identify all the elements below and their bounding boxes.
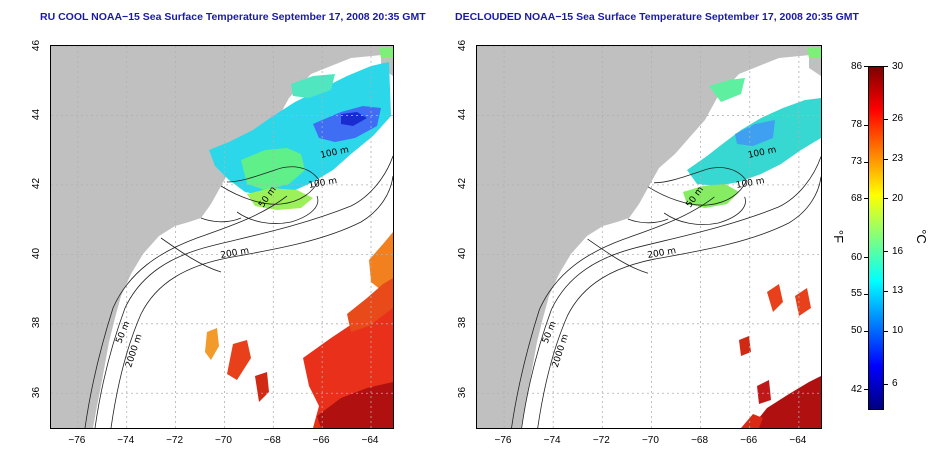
- colorbar-tick: [864, 330, 868, 332]
- longitude-tick-label: −68: [263, 435, 281, 446]
- contour-label: 200 m: [647, 246, 677, 261]
- fahrenheit-tick-label: 86: [851, 60, 863, 72]
- latitude-tick-label: 42: [456, 178, 468, 190]
- right-sst-map: 100 m 100 m 50 m 200 m 50 m 2000 m: [476, 45, 822, 429]
- fahrenheit-tick-label: 55: [851, 288, 863, 300]
- celsius-tick-label: 23: [892, 153, 904, 165]
- land-mass: [51, 46, 393, 428]
- latitude-tick-label: 42: [30, 178, 42, 190]
- celsius-tick-label: 6: [892, 378, 898, 390]
- colorbar-tick: [864, 66, 868, 67]
- longitude-tick-label: −76: [68, 435, 86, 446]
- latitude-tick-label: 36: [30, 386, 42, 398]
- latitude-tick-label: 44: [30, 108, 42, 121]
- fahrenheit-tick-label: 50: [851, 325, 863, 337]
- sst-cool-region: [209, 48, 393, 210]
- land-mass: [477, 46, 821, 428]
- colorbar-tick: [864, 257, 868, 259]
- fahrenheit-tick-label: 78: [851, 119, 863, 131]
- depth-contour-line: [627, 218, 669, 224]
- left-sst-map: 100 m 100 m 50 m 200 m 50 m 2000 m: [50, 45, 394, 429]
- longitude-tick-label: −74: [543, 435, 561, 446]
- colorbar-tick: [884, 330, 888, 332]
- contour-label: 200 m: [220, 246, 250, 261]
- latitude-tick-label: 36: [456, 386, 468, 398]
- bathymetry-contours: [84, 155, 393, 428]
- colorbar-tick: [884, 158, 888, 160]
- celsius-tick-label: 10: [892, 325, 904, 337]
- longitude-tick-label: −74: [117, 435, 135, 446]
- longitude-tick-label: −70: [641, 435, 659, 446]
- longitude-tick-label: −72: [592, 435, 610, 446]
- left-map-title: RU COOL NOAA−15 Sea Surface Temperature …: [40, 11, 426, 23]
- colorbar-tick: [884, 66, 888, 67]
- contour-label: 100 m: [735, 176, 765, 191]
- longitude-tick-label: −72: [166, 435, 184, 446]
- depth-contour-line: [84, 195, 288, 428]
- celsius-tick-label: 30: [892, 60, 904, 72]
- colorbar-tick: [864, 124, 868, 126]
- colorbar-tick: [884, 118, 888, 120]
- depth-contour-line: [94, 155, 393, 428]
- sst-warm-region: [205, 232, 393, 428]
- colorbar-tick: [884, 383, 888, 385]
- temperature-colorbar: [868, 66, 884, 410]
- fahrenheit-tick-label: 42: [851, 383, 863, 395]
- fahrenheit-tick-label: 60: [851, 251, 863, 263]
- land-mass: [809, 54, 821, 76]
- depth-contour-line: [663, 196, 746, 225]
- depth-contour-line: [521, 156, 821, 428]
- sst-cool-region: [683, 48, 821, 208]
- depth-contour-line: [537, 176, 821, 428]
- right-map-title: DECLOUDED NOAA−15 Sea Surface Temperatur…: [455, 11, 859, 23]
- depth-contour-line: [511, 196, 715, 428]
- fahrenheit-tick-label: 73: [851, 156, 863, 168]
- fahrenheit-unit-label: °F: [830, 229, 846, 243]
- latitude-tick-label: 40: [30, 247, 42, 259]
- celsius-tick-label: 20: [892, 192, 904, 204]
- celsius-tick-label: 16: [892, 245, 904, 257]
- graticule: [477, 46, 821, 428]
- longitude-tick-label: −76: [494, 435, 512, 446]
- celsius-tick-label: 13: [892, 285, 904, 297]
- depth-contour-line: [110, 175, 393, 428]
- longitude-tick-label: −66: [740, 435, 758, 446]
- colorbar-tick: [884, 290, 888, 292]
- sst-warm-region: [739, 284, 821, 428]
- latitude-tick-label: 46: [30, 39, 42, 51]
- depth-contour-line: [647, 167, 748, 206]
- colorbar-tick: [884, 198, 888, 200]
- latitude-tick-label: 44: [456, 108, 468, 121]
- colorbar-tick: [864, 389, 868, 391]
- longitude-tick-label: −70: [214, 435, 232, 446]
- contour-label: 2000 m: [551, 333, 571, 369]
- latitude-tick-label: 46: [456, 39, 468, 51]
- colorbar-tick: [864, 293, 868, 295]
- bathymetry-contours: [511, 156, 821, 428]
- longitude-tick-label: −64: [789, 435, 807, 446]
- celsius-unit-label: °C: [913, 228, 929, 244]
- colorbar-tick: [864, 198, 868, 200]
- depth-contour-line: [236, 195, 319, 224]
- depth-contour-line: [220, 166, 320, 205]
- latitude-tick-label: 40: [456, 247, 468, 259]
- longitude-tick-label: −68: [691, 435, 709, 446]
- colorbar-tick: [884, 251, 888, 253]
- fahrenheit-tick-label: 68: [851, 192, 863, 204]
- depth-contour-line: [587, 238, 649, 274]
- longitude-tick-label: −64: [361, 435, 379, 446]
- contour-label: 100 m: [308, 176, 338, 191]
- depth-contour-line: [160, 237, 222, 273]
- latitude-tick-label: 38: [30, 317, 42, 329]
- longitude-tick-label: −66: [312, 435, 330, 446]
- celsius-tick-label: 26: [892, 113, 904, 125]
- depth-contour-line: [200, 217, 242, 223]
- latitude-tick-label: 38: [456, 317, 468, 329]
- colorbar-tick: [864, 161, 868, 163]
